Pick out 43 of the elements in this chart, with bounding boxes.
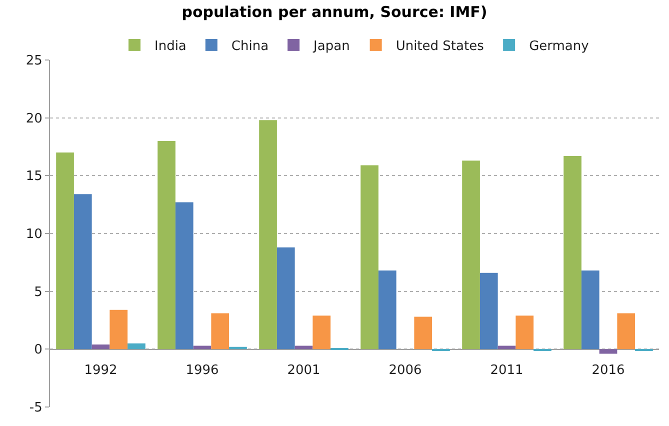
x-tick-label: 2006 <box>388 362 422 378</box>
x-tick-label: 2011 <box>490 362 524 378</box>
bar <box>92 344 110 350</box>
y-tick-label: -5 <box>29 400 42 416</box>
legend-label: Germany <box>529 39 590 54</box>
y-tick-label: 5 <box>34 284 42 300</box>
bar <box>378 270 396 350</box>
legend-label: United States <box>396 39 484 54</box>
bar <box>175 202 194 350</box>
bar <box>480 272 498 350</box>
y-tick-label: 20 <box>26 111 42 126</box>
bar <box>128 343 146 350</box>
bar <box>158 140 176 350</box>
legend-label: India <box>154 39 186 54</box>
y-tick-label: 0 <box>34 342 42 358</box>
x-tick-label: 1992 <box>84 362 118 378</box>
y-tick-label: 15 <box>26 169 42 184</box>
bar <box>564 156 582 350</box>
bar <box>193 346 212 350</box>
bar <box>312 316 331 350</box>
bar <box>211 313 230 350</box>
bar <box>581 270 600 350</box>
bar <box>276 247 295 350</box>
bar <box>259 120 277 350</box>
bar <box>599 349 618 354</box>
x-tick-label: 1996 <box>186 362 219 378</box>
x-tick-label: 2001 <box>287 362 320 378</box>
bar <box>516 316 534 350</box>
bar <box>74 194 92 350</box>
bar <box>110 310 128 350</box>
x-tick-label: 2016 <box>592 362 625 378</box>
y-tick-label: 25 <box>26 54 42 69</box>
bar <box>360 165 378 350</box>
legend-label: China <box>231 39 269 54</box>
bar <box>414 316 432 350</box>
bar <box>617 313 636 350</box>
chart-title: population per annum, Source: IMF) <box>182 2 488 21</box>
bar <box>56 152 74 350</box>
legend-label: Japan <box>312 39 350 54</box>
bar <box>498 346 516 350</box>
y-tick-label: 10 <box>26 227 42 242</box>
bar <box>462 160 480 350</box>
bar <box>294 346 313 350</box>
